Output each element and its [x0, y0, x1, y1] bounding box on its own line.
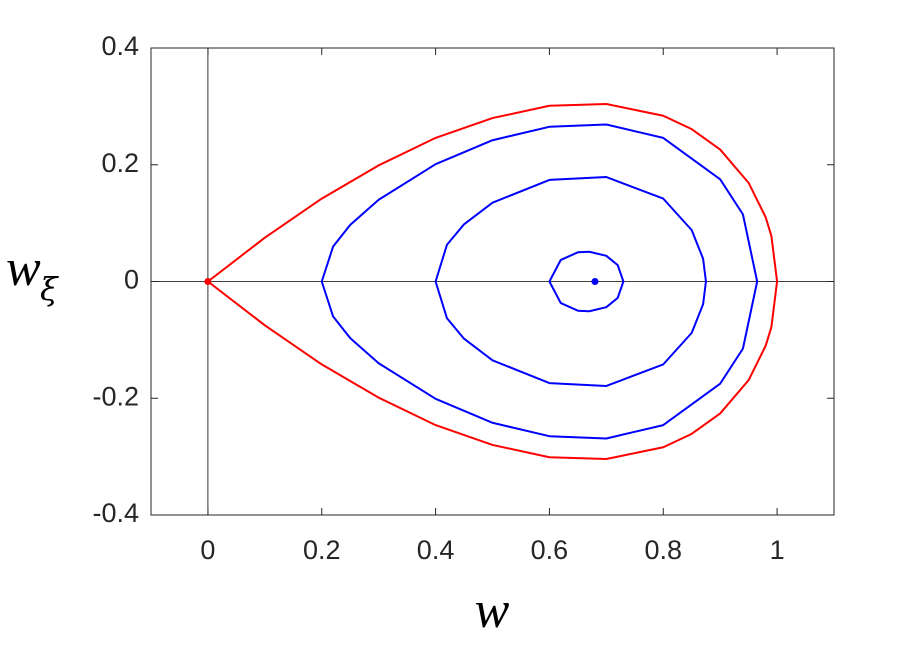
- y-tick-label: 0.2: [101, 148, 139, 178]
- x-tick-label: 0.6: [531, 535, 569, 565]
- equilibrium-point: [204, 278, 212, 285]
- x-tick-label: 0: [200, 535, 215, 565]
- y-axis-label-subscript: ξ: [40, 270, 59, 308]
- x-tick-label: 0.8: [644, 535, 682, 565]
- orbit-line: [548, 250, 625, 313]
- orbit-line: [434, 176, 707, 387]
- x-tick-label: 1: [770, 535, 785, 565]
- orbit-line: [207, 103, 779, 460]
- x-axis-label: w: [475, 582, 510, 639]
- y-tick-label: 0.4: [101, 31, 139, 61]
- y-tick-label: 0: [124, 265, 139, 295]
- x-tick-label: 0.2: [303, 535, 341, 565]
- x-tick-label: 0.4: [417, 535, 455, 565]
- equilibrium-point: [591, 278, 599, 285]
- y-axis-label: w: [6, 240, 41, 297]
- y-tick-label: -0.2: [92, 381, 139, 411]
- y-tick-label: -0.4: [92, 498, 139, 528]
- orbit-line: [320, 123, 759, 440]
